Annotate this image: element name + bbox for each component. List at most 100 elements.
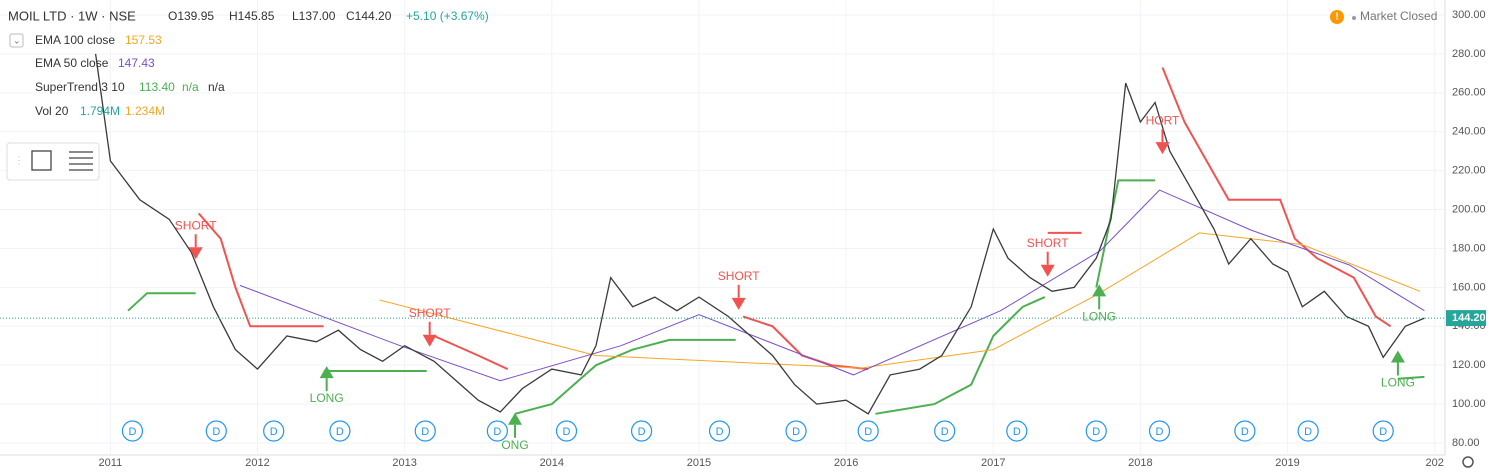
line-series [514,338,736,415]
dividend-label[interactable]: D [1379,426,1387,438]
dividend-label[interactable]: D [1013,426,1021,438]
status-icon[interactable] [1330,10,1344,24]
dividend-label[interactable]: D [864,426,872,438]
dividend-marker [1297,420,1319,442]
legend-name: Vol 20 [35,104,69,118]
x-tick-label: 2019 [1275,457,1299,469]
legend-toggle-icon: ⌄ [13,35,21,45]
legend-value: n/a [182,80,199,94]
x-tick-label: 2011 [99,457,123,469]
legend-name: SuperTrend 3 10 [35,80,125,94]
symbol-title: MOIL LTD · 1W · NSE [8,8,136,23]
short-arrow [1040,264,1055,277]
dividend-label[interactable]: D [493,426,501,438]
long-arrow [508,412,523,425]
ohlc-low: L137.00 [292,9,336,23]
short-arrow [188,247,203,260]
status-dot [1352,16,1356,20]
ohlc-open: O139.95 [168,9,214,23]
dividend-marker [205,420,227,442]
dividend-label[interactable]: D [1156,426,1164,438]
x-tick-label: 2012 [245,457,269,469]
line-series [197,212,324,328]
dividend-marker [121,420,144,442]
long-arrow [1092,284,1107,297]
y-tick-label: 160.00 [1452,281,1486,293]
lines-tool[interactable] [69,151,93,171]
dividend-label[interactable]: D [421,426,429,438]
dividend-marker [857,420,879,442]
dividend-label[interactable]: D [941,426,949,438]
line-series [742,315,869,371]
toolbar-grip: ⋮ [14,156,24,167]
last-price-tag [1446,310,1486,327]
ohlc-high: H145.85 [229,9,275,23]
dividend-marker [1006,420,1028,442]
x-tick-label: 202 [1426,457,1444,469]
dividend-marker [785,420,807,442]
settings-button[interactable] [1462,456,1474,468]
dividend-marker [414,420,436,442]
dividend-label[interactable]: D [716,426,724,438]
line-series [433,335,509,371]
dividend-label[interactable]: D [336,426,344,438]
y-tick-label: 80.00 [1452,437,1480,449]
short-label: SHORT [1027,236,1069,250]
y-tick-label: 240.00 [1452,126,1486,138]
line-series [127,292,196,312]
dividend-label[interactable]: D [1304,426,1312,438]
short-arrow [731,297,746,310]
dividend-marker [934,420,956,442]
legend-value: 147.43 [118,56,155,70]
legend-toggle[interactable] [9,33,24,48]
dividend-label[interactable]: D [212,426,220,438]
y-tick-label: 280.00 [1452,48,1486,60]
x-tick-label: 2013 [392,457,416,469]
dividend-label[interactable]: D [792,426,800,438]
long-label: LONG [1381,376,1415,390]
short-label: HORT [1146,113,1180,127]
overlay: MOIL LTD · 1W · NSE O139.95 H145.85 L137… [6,8,1474,468]
legend-value: 1.234M [125,104,165,118]
y-tick-label: 200.00 [1452,203,1486,215]
line-series [94,53,1425,415]
x-tick-label: 2016 [834,457,858,469]
short-arrow [1155,142,1170,155]
last-price-label: 144.20 [1452,312,1486,324]
y-tick-label: 180.00 [1452,242,1486,254]
dividend-label[interactable]: D [638,426,646,438]
y-tick-label: 120.00 [1452,359,1486,371]
dividend-marker [708,420,731,442]
rectangle-tool[interactable] [31,150,52,171]
market-status: Market Closed [1360,9,1437,23]
short-label: SHORT [175,218,217,232]
legend-name: EMA 50 close [35,56,109,70]
long-arrow [319,366,334,379]
legend-value: 113.40 [139,80,175,94]
line-series [875,296,1046,415]
dividend-label[interactable]: D [563,426,571,438]
legend-value: 1.794M [80,104,120,118]
line-series [1161,67,1392,328]
ohlc-close: C144.20 [346,9,392,23]
short-arrow [422,334,437,347]
dividend-label[interactable]: D [128,426,136,438]
dividend-marker [630,420,653,442]
legend-name: EMA 100 close [35,33,115,47]
long-label: ONG [501,438,528,452]
long-arrow [1390,350,1405,363]
dividend-label[interactable]: D [1092,426,1100,438]
legend-value: n/a [208,80,225,94]
x-tick-label: 2014 [540,457,564,469]
dividend-label[interactable]: D [270,426,278,438]
dividend-marker [263,420,285,442]
dividend-label[interactable]: D [1241,426,1249,438]
dividend-marker [1085,420,1107,442]
dividend-marker [1234,420,1256,442]
line-series [1397,375,1425,380]
y-tick-label: 300.00 [1452,9,1486,21]
dividend-marker [555,420,578,442]
legend-value: 157.53 [125,33,162,47]
